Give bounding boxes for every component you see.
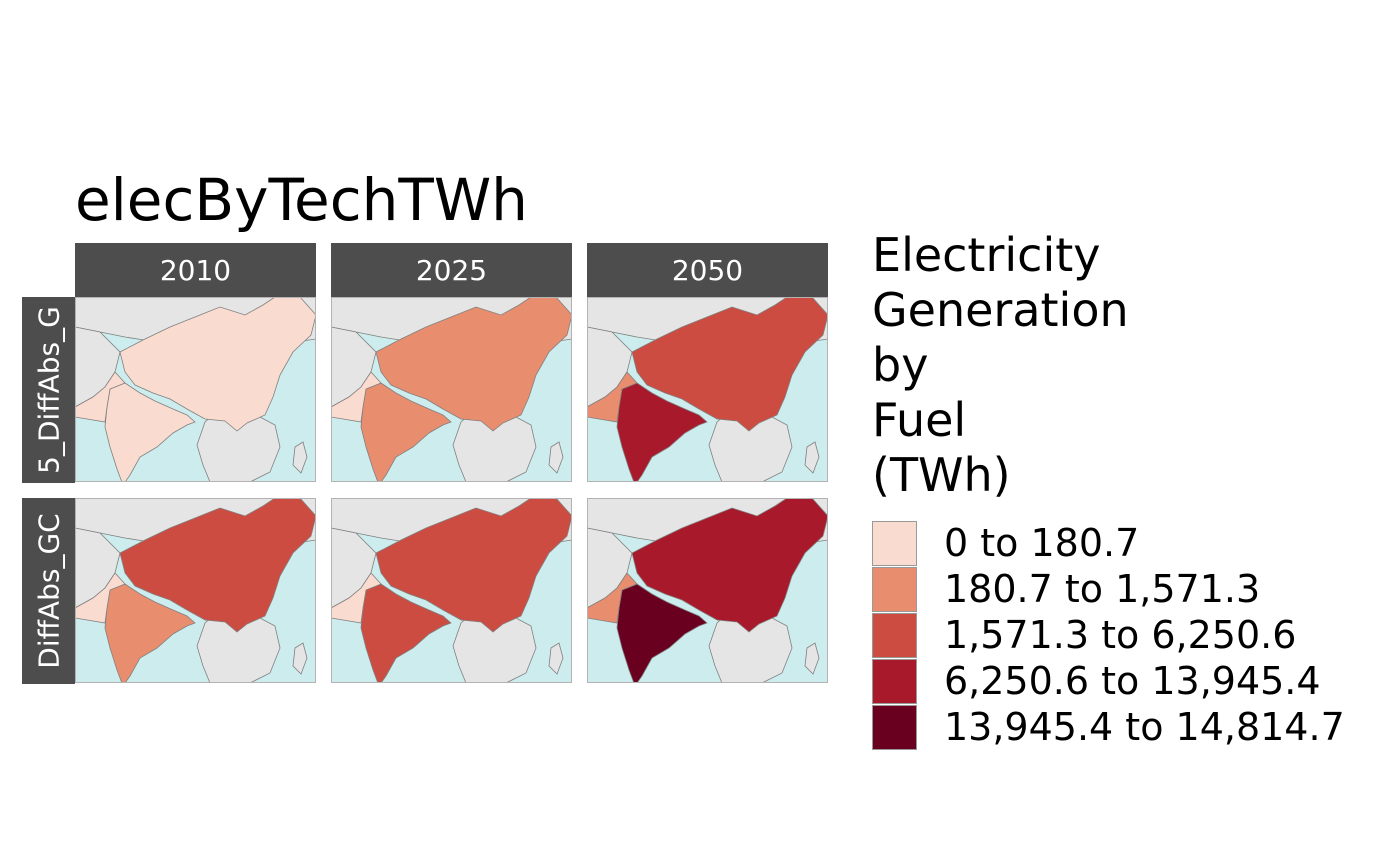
legend-key-1 (872, 521, 917, 566)
map-panel-row1-2010 (75, 297, 316, 482)
facet-strip-row-2-label: DiffAbs_GC (32, 513, 65, 669)
map-svg (75, 297, 316, 482)
map-svg (331, 297, 572, 482)
region-china (119, 498, 316, 633)
facet-strip-2010: 2010 (75, 243, 316, 297)
map-svg (587, 297, 828, 482)
panel-border (331, 297, 572, 482)
neighbor-islands (292, 441, 308, 474)
facet-strip-row-1-label: 5_DiffAbs_G (32, 306, 65, 474)
region-pakistan (331, 371, 382, 423)
legend-key-5 (872, 705, 917, 750)
facet-strip-2025: 2025 (331, 243, 572, 297)
region-india (104, 583, 196, 683)
legend-key-2 (872, 567, 917, 612)
map-panel-row2-2050 (587, 498, 828, 683)
region-pakistan (587, 572, 638, 624)
map-svg (331, 498, 572, 683)
legend-title-line: Electricity (872, 228, 1101, 282)
neighbor-islands (804, 642, 820, 675)
map-svg (75, 498, 316, 683)
region-india (616, 382, 708, 482)
legend-label-3: 1,571.3 to 6,250.6 (944, 613, 1297, 657)
facet-strip-2050: 2050 (587, 243, 828, 297)
map-panel-row1-2025 (331, 297, 572, 482)
panel-border (75, 498, 316, 683)
neighbor-islands (548, 441, 564, 474)
legend-label-1: 0 to 180.7 (944, 521, 1140, 565)
legend-title: Electricity Generation by Fuel (TWh) (872, 228, 1129, 503)
region-india (360, 382, 452, 482)
legend-key-3 (872, 613, 917, 658)
map-panel-row1-2050 (587, 297, 828, 482)
region-china (119, 297, 316, 432)
region-china (631, 297, 828, 432)
panel-border (587, 297, 828, 482)
facet-strip-row-2: DiffAbs_GC (22, 498, 75, 684)
region-china (375, 498, 572, 633)
neighbor-islands (804, 441, 820, 474)
region-pakistan (75, 371, 126, 423)
region-pakistan (587, 371, 638, 423)
neighbor-islands (292, 642, 308, 675)
map-panel-row2-2025 (331, 498, 572, 683)
legend-title-line: Generation (872, 283, 1129, 337)
legend-label-5: 13,945.4 to 14,814.7 (944, 705, 1345, 749)
facet-strip-row-1: 5_DiffAbs_G (22, 297, 75, 483)
map-panel-row2-2010 (75, 498, 316, 683)
legend-title-line: Fuel (872, 393, 967, 447)
legend-title-line: (TWh) (872, 448, 1011, 502)
region-india (104, 382, 196, 482)
region-pakistan (75, 572, 126, 624)
region-india (360, 583, 452, 683)
panel-border (331, 498, 572, 683)
panel-border (587, 498, 828, 683)
region-china (631, 498, 828, 633)
chart-title: elecByTechTWh (75, 166, 528, 234)
legend-title-line: by (872, 338, 929, 392)
neighbor-islands (548, 642, 564, 675)
legend-label-4: 6,250.6 to 13,945.4 (944, 659, 1321, 703)
region-pakistan (331, 572, 382, 624)
legend-key-4 (872, 659, 917, 704)
map-svg (587, 498, 828, 683)
region-china (375, 297, 572, 432)
legend-label-2: 180.7 to 1,571.3 (944, 567, 1261, 611)
region-india (616, 583, 708, 683)
panel-border (75, 297, 316, 482)
